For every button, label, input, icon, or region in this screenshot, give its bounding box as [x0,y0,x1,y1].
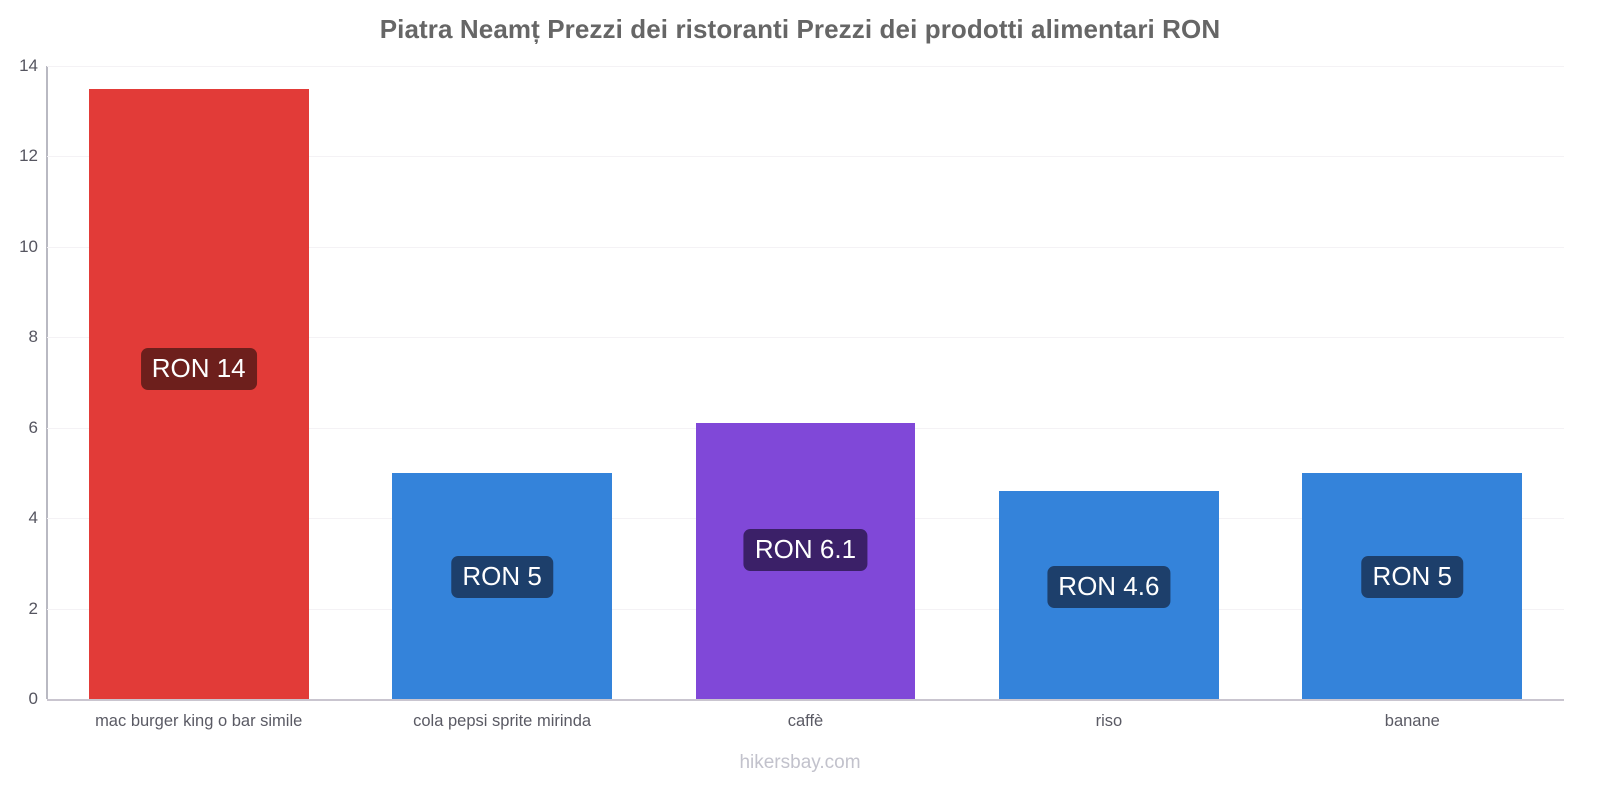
bar-value-label: RON 4.6 [1047,565,1171,608]
bar[interactable]: RON 14 [88,88,309,699]
y-axis-tick-label: 12 [19,146,38,166]
gridline [47,337,1564,339]
x-axis-line [47,699,1564,701]
x-axis-tick-label: riso [1095,712,1123,730]
bar-value-label: RON 6.1 [743,529,868,572]
bar[interactable]: RON 6.1 [695,423,916,699]
y-axis-tick-label: 4 [28,508,38,528]
y-axis-line [46,66,48,699]
gridline [47,156,1564,158]
bar-value-label: RON 14 [140,348,257,391]
gridline [47,66,1564,67]
x-axis-tick-label: cola pepsi sprite mirinda [413,712,592,730]
bar[interactable]: RON 5 [392,472,613,699]
y-axis-tick-label: 2 [28,598,38,618]
x-axis-tick-label: mac burger king o bar simile [95,712,303,730]
x-axis-category-labels: mac burger king o bar simile cola pepsi s… [47,712,1564,742]
gridline [47,246,1564,248]
x-axis-tick-label: banane [1384,712,1440,730]
watermark-label: hikersbay.com [739,752,861,773]
y-axis-tick-label: 14 [19,56,38,75]
plot-area: RON 14 RON 5 RON 6.1 RON 4.6 RON 5 [47,66,1564,699]
bar[interactable]: RON 5 [1302,472,1523,699]
bar-value-label: RON 5 [451,555,553,598]
x-axis-tick-label: caffè [787,712,824,730]
chart-title: Piatra Neamț Prezzi dei ristoranti Prezz… [379,14,1221,44]
y-axis-tick-labels: 0 2 4 6 8 10 12 14 [0,0,38,800]
y-axis-tick-label: 6 [28,417,38,437]
y-axis-tick-label: 0 [28,689,38,708]
y-axis-tick-label: 8 [28,327,38,347]
y-axis-tick-label: 10 [19,236,38,256]
bar[interactable]: RON 4.6 [998,491,1219,699]
bar-value-label: RON 5 [1361,555,1464,598]
